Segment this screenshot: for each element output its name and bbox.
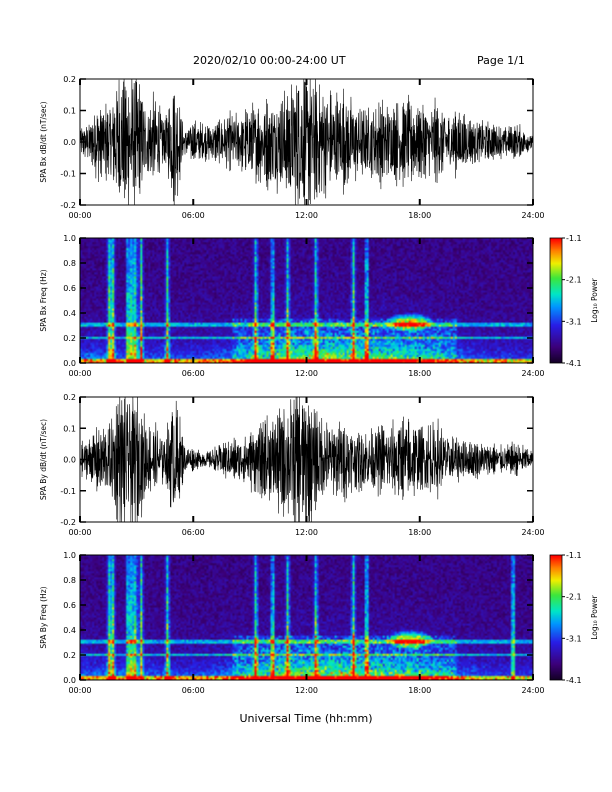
colorbar-frame-3	[549, 554, 563, 681]
y-tick-label-1-3: 0.6	[63, 284, 76, 293]
y-tick-label-0-2: 0.0	[63, 138, 76, 147]
x-tick-label-1-0: 00:00	[68, 369, 91, 378]
spectrogram-image-1	[80, 238, 533, 363]
y-tick-label-3-4: 0.8	[63, 576, 76, 585]
y-tick-label-0-4: 0.2	[63, 75, 76, 84]
colorbar-label-1: Log₁₀ Power	[590, 277, 599, 322]
spectrogram-image-3	[80, 555, 533, 680]
x-tick-label-1-3: 18:00	[408, 369, 431, 378]
x-tick-label-3-1: 06:00	[182, 686, 205, 695]
x-tick-label-0-1: 06:00	[182, 211, 205, 220]
colorbar-tick-label-1-3: -4.1	[566, 359, 582, 368]
x-axis-title: Universal Time (hh:mm)	[240, 712, 373, 725]
x-tick-label-0-3: 18:00	[408, 211, 431, 220]
y-axis-label-0: SPA Bx dB/dt (nT/sec)	[39, 101, 48, 182]
colorbar-label-3: Log₁₀ Power	[590, 594, 599, 639]
data-trace-0	[80, 79, 533, 205]
x-tick-label-2-1: 06:00	[182, 528, 205, 537]
colorbar-tick-label-3-0: -1.1	[566, 551, 582, 560]
x-tick-label-3-4: 24:00	[521, 686, 544, 695]
x-tick-label-2-4: 24:00	[521, 528, 544, 537]
colorbar-tick-label-1-2: -3.1	[566, 317, 582, 326]
colorbar-tick-label-3-1: -2.1	[566, 593, 582, 602]
y-tick-label-3-0: 0.0	[63, 676, 76, 685]
data-trace-2	[80, 397, 533, 522]
page-indicator: Page 1/1	[477, 54, 525, 67]
colorbar-tick-label-1-0: -1.1	[566, 234, 582, 243]
y-tick-label-1-0: 0.0	[63, 359, 76, 368]
y-tick-label-2-0: -0.2	[60, 518, 76, 527]
y-tick-label-2-4: 0.2	[63, 393, 76, 402]
colorbar-3	[550, 555, 562, 680]
x-tick-label-3-3: 18:00	[408, 686, 431, 695]
colorbar-tick-label-3-3: -4.1	[566, 676, 582, 685]
colorbar-frame-1	[549, 237, 563, 364]
y-axis-label-1: SPA Bx Freq (Hz)	[39, 269, 48, 331]
y-tick-label-3-2: 0.4	[63, 626, 76, 635]
figure-title: 2020/02/10 00:00-24:00 UT	[193, 54, 346, 67]
y-axis-label-2: SPA By dB/dt (nT/sec)	[39, 419, 48, 500]
y-tick-label-2-1: -0.1	[60, 487, 76, 496]
x-tick-label-0-4: 24:00	[521, 211, 544, 220]
x-tick-label-3-2: 12:00	[295, 686, 318, 695]
x-tick-label-1-4: 24:00	[521, 369, 544, 378]
y-tick-label-3-3: 0.6	[63, 601, 76, 610]
x-tick-label-1-2: 12:00	[295, 369, 318, 378]
y-tick-label-3-1: 0.2	[63, 651, 76, 660]
y-tick-label-0-0: -0.2	[60, 201, 76, 210]
x-tick-label-2-3: 18:00	[408, 528, 431, 537]
y-tick-label-2-2: 0.0	[63, 456, 76, 465]
colorbar-1	[550, 238, 562, 363]
x-tick-label-2-2: 12:00	[295, 528, 318, 537]
y-axis-label-3: SPA By Freq (Hz)	[39, 586, 48, 648]
panels: 00:00 06:00 12:00 18:00 24:00 -0.2 -0.1 0.0 0.1 0…	[39, 75, 599, 695]
y-tick-label-3-5: 1.0	[63, 551, 76, 560]
x-tick-label-2-0: 00:00	[68, 528, 91, 537]
y-tick-label-1-1: 0.2	[63, 334, 76, 343]
y-tick-label-2-3: 0.1	[63, 424, 76, 433]
x-tick-label-1-1: 06:00	[182, 369, 205, 378]
y-tick-label-1-2: 0.4	[63, 309, 76, 318]
x-tick-label-0-0: 00:00	[68, 211, 91, 220]
x-tick-label-3-0: 00:00	[68, 686, 91, 695]
colorbar-tick-label-3-2: -3.1	[566, 634, 582, 643]
y-tick-label-0-3: 0.1	[63, 107, 76, 116]
colorbar-tick-label-1-1: -2.1	[566, 276, 582, 285]
y-tick-label-1-5: 1.0	[63, 234, 76, 243]
x-tick-label-0-2: 12:00	[295, 211, 318, 220]
y-tick-label-0-1: -0.1	[60, 170, 76, 179]
y-tick-label-1-4: 0.8	[63, 259, 76, 268]
